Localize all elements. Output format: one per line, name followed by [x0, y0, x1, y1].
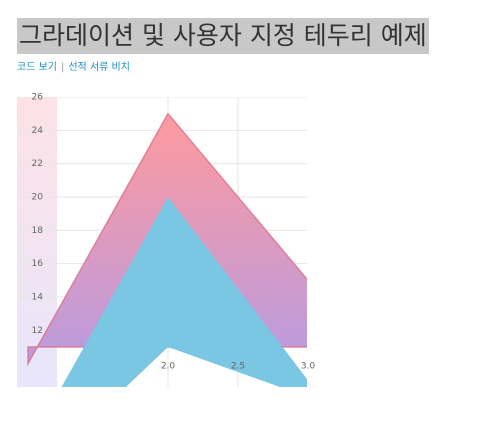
- x-tick-label: 3.0: [301, 362, 316, 372]
- link[interactable]: 코드 보기: [17, 62, 57, 73]
- y-tick-label: 18: [32, 226, 44, 236]
- link[interactable]: 선적 서류 비치: [68, 62, 130, 73]
- separator: |: [60, 62, 65, 73]
- y-tick-label: 24: [32, 126, 44, 136]
- y-tick-label: 22: [32, 159, 43, 169]
- area: [61, 197, 307, 387]
- x-tick-label: 2.5: [231, 362, 245, 372]
- y-tick-label: 14: [32, 293, 44, 303]
- y-tick-label: 12: [32, 326, 43, 336]
- y-tick-label: 26: [32, 93, 44, 103]
- links: 코드 보기 | 선적 서류 비치: [17, 58, 130, 73]
- x-tick-label: 2.0: [161, 362, 176, 372]
- y-tick-label: 16: [32, 259, 44, 269]
- title: 그라데이션 및 사용자 지정 테두리 예제: [17, 18, 429, 54]
- y-tick-label: 20: [32, 193, 44, 203]
